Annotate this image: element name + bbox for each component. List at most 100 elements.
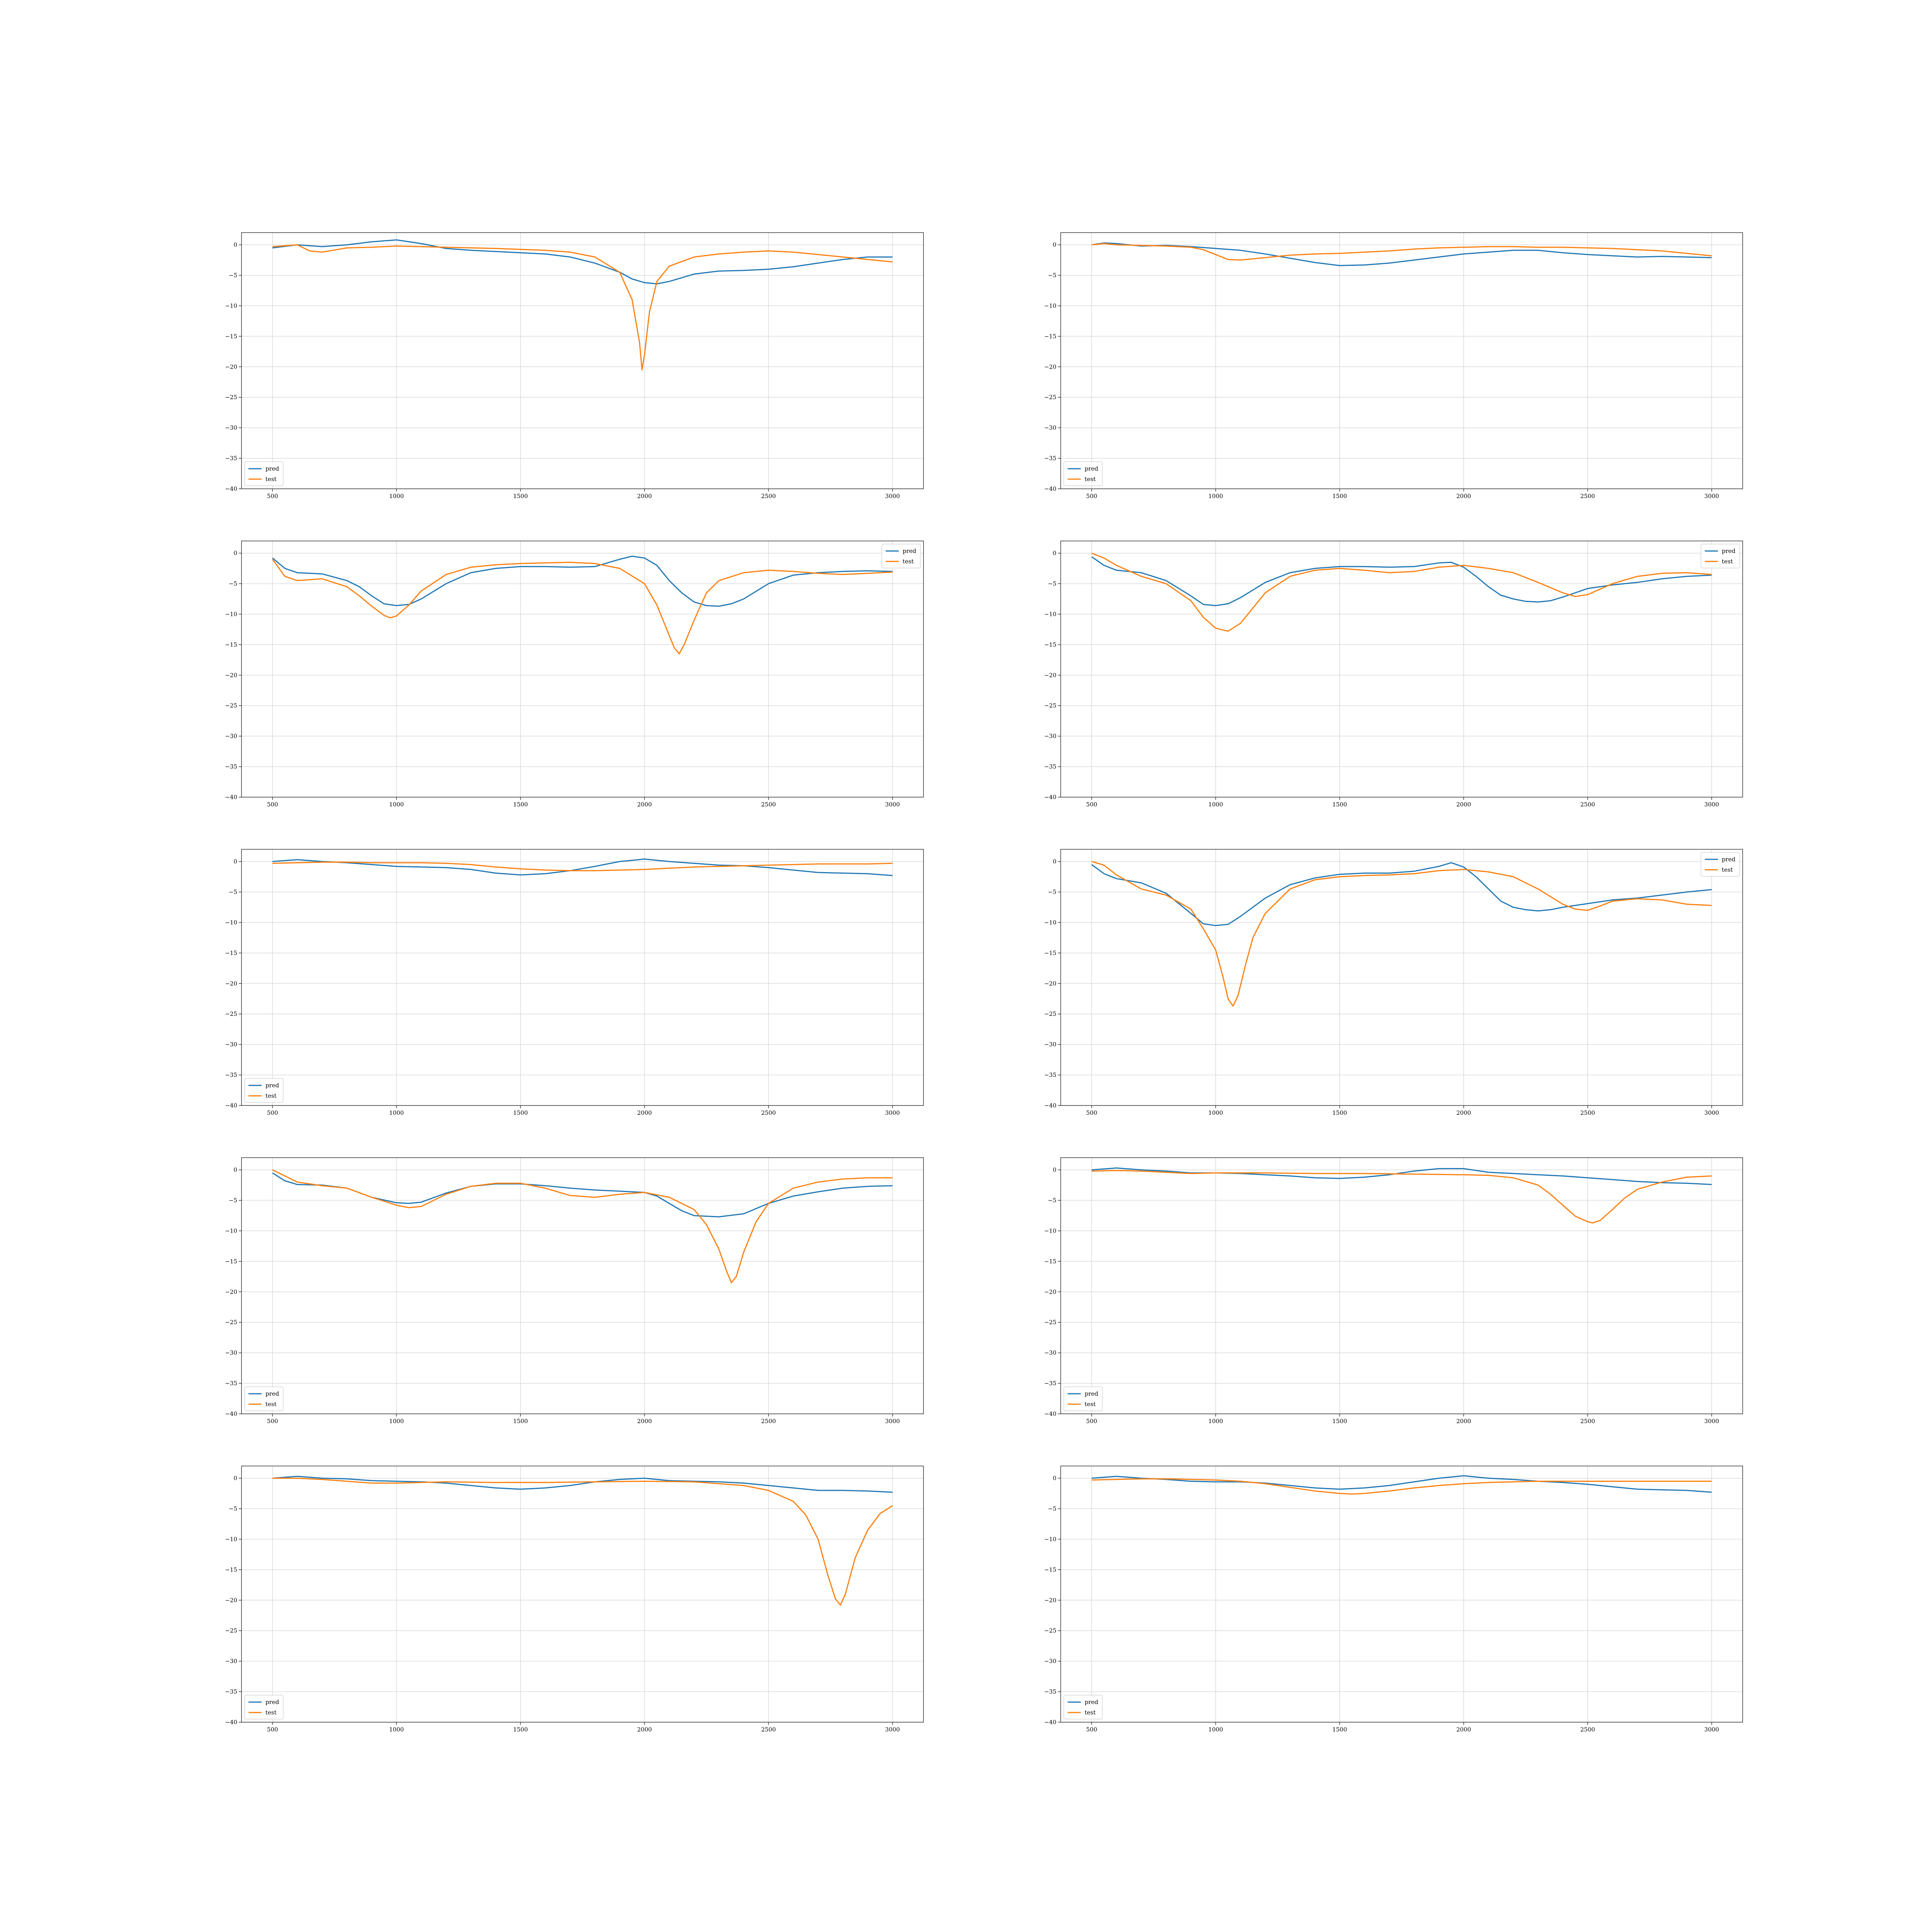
y-tick-label: −40 (1044, 1719, 1056, 1726)
x-tick-label: 2500 (1580, 1726, 1595, 1733)
x-tick-label: 1500 (1332, 493, 1347, 500)
y-tick-label: −35 (1044, 1071, 1056, 1078)
y-tick-label: −25 (225, 394, 237, 401)
x-tick-label: 1500 (513, 1726, 528, 1733)
x-tick-label: 2000 (1456, 493, 1471, 500)
legend: pred test (244, 1695, 284, 1719)
y-tick-label: −25 (225, 1010, 237, 1017)
y-tick-label: −10 (1044, 919, 1056, 926)
y-tick-label: −15 (225, 1258, 237, 1265)
y-tick-label: −5 (1048, 272, 1056, 279)
y-tick-label: −20 (1044, 672, 1056, 679)
y-tick-label: −30 (1044, 424, 1056, 431)
series-line-pred (272, 239, 893, 285)
y-tick-label: −25 (1044, 1010, 1056, 1017)
y-tick-label: 0 (1053, 858, 1056, 865)
x-tick-label: 500 (1086, 801, 1097, 808)
series-line-test (1092, 1478, 1712, 1495)
series-line-test (1091, 861, 1712, 1007)
y-tick-label: 0 (1053, 550, 1056, 557)
legend-label-pred: pred (1085, 465, 1099, 472)
y-tick-label: −5 (229, 1197, 237, 1204)
subplot-8: 500 1000 1500 2000 2500 3000 0 −5 −10 −15 −20 −25 −3… (1044, 1157, 1743, 1425)
x-tick-label: 3000 (885, 1109, 900, 1116)
x-tick-label: 500 (267, 493, 278, 500)
plot-area (242, 1466, 923, 1722)
x-tick-label: 1000 (1208, 801, 1223, 808)
x-tick-label: 2500 (761, 1726, 776, 1733)
legend-label-test: test (1085, 476, 1096, 483)
subplot-4: 500 1000 1500 2000 2500 3000 0 −5 −10 −15 −20 −25 −3… (1044, 541, 1743, 808)
x-tick-label: 2500 (761, 493, 776, 500)
series-line-test (272, 861, 893, 871)
y-tick-label: −20 (225, 1597, 237, 1604)
x-tick-label: 500 (267, 1726, 278, 1733)
y-tick-label: −35 (1044, 1380, 1056, 1387)
x-tick-label: 1000 (389, 1726, 404, 1733)
x-tick-label: 2500 (1580, 1109, 1595, 1116)
series-line-pred (272, 556, 893, 607)
y-tick-label: −20 (1044, 980, 1056, 987)
y-tick-label: −5 (229, 1505, 237, 1512)
legend: pred test (1063, 461, 1103, 486)
x-tick-label: 3000 (1704, 1109, 1719, 1116)
y-tick-label: −40 (1044, 794, 1056, 801)
y-tick-label: −15 (225, 1566, 237, 1573)
x-tick-label: 500 (1086, 493, 1097, 500)
y-tick-label: −20 (225, 980, 237, 987)
y-tick-label: −20 (225, 1288, 237, 1295)
y-tick-label: −35 (225, 1380, 237, 1387)
legend: pred test (244, 1386, 284, 1411)
series-line-pred (1092, 1475, 1712, 1493)
y-tick-label: −10 (1044, 1227, 1056, 1234)
plot-frame (241, 1466, 924, 1723)
x-tick-label: 1500 (513, 1418, 528, 1425)
y-tick-label: −30 (225, 733, 237, 740)
x-tick-label: 3000 (885, 1726, 900, 1733)
legend: pred test (1063, 1695, 1103, 1719)
y-tick-label: −10 (225, 302, 237, 309)
y-tick-label: −40 (1044, 485, 1056, 492)
x-tick-label: 500 (267, 1109, 278, 1116)
legend-label-test: test (265, 1401, 277, 1408)
series-line-test (272, 559, 893, 655)
x-tick-label: 3000 (1704, 1418, 1719, 1425)
x-tick-label: 1000 (389, 801, 404, 808)
legend-label-pred: pred (265, 465, 279, 472)
x-tick-label: 3000 (885, 801, 900, 808)
legend-label-test: test (265, 476, 277, 483)
plot-frame (241, 541, 924, 798)
legend-label-test: test (1722, 558, 1733, 565)
plot-area (242, 849, 923, 1105)
y-tick-label: −30 (225, 1658, 237, 1665)
x-tick-label: 2500 (1580, 493, 1595, 500)
x-tick-label: 3000 (885, 493, 900, 500)
legend-label-pred: pred (265, 1390, 279, 1397)
y-tick-label: −5 (229, 889, 237, 896)
x-tick-label: 2500 (1580, 1418, 1595, 1425)
y-tick-label: −25 (1044, 1627, 1056, 1634)
x-tick-label: 3000 (1704, 1726, 1719, 1733)
series-line-test (1092, 1170, 1712, 1224)
subplot-5: 500 1000 1500 2000 2500 3000 0 −5 −10 −15 −20 −25 −3… (225, 849, 924, 1116)
x-tick-label: 1000 (389, 1109, 404, 1116)
subplot-6: 500 1000 1500 2000 2500 3000 0 −5 −10 −15 −20 −25 −3… (1044, 849, 1743, 1116)
y-tick-label: −30 (1044, 1041, 1056, 1048)
y-tick-label: −40 (225, 1102, 237, 1109)
y-tick-label: −35 (225, 455, 237, 462)
legend: pred test (1701, 544, 1740, 568)
x-tick-label: 500 (1086, 1109, 1097, 1116)
x-tick-label: 1500 (513, 1109, 528, 1116)
y-tick-label: −30 (1044, 733, 1056, 740)
y-tick-label: 0 (233, 242, 237, 248)
y-tick-label: −40 (1044, 1410, 1056, 1417)
y-tick-label: −30 (1044, 1349, 1056, 1356)
subplot-7: 500 1000 1500 2000 2500 3000 0 −5 −10 −15 −20 −25 −3… (225, 1157, 924, 1425)
y-tick-label: −25 (225, 702, 237, 709)
plot-frame (1060, 1466, 1743, 1723)
y-tick-label: −15 (225, 333, 237, 340)
legend-label-test: test (903, 558, 914, 565)
y-tick-label: −10 (225, 1227, 237, 1234)
x-tick-label: 1000 (1208, 1109, 1223, 1116)
y-tick-label: −15 (1044, 1258, 1056, 1265)
